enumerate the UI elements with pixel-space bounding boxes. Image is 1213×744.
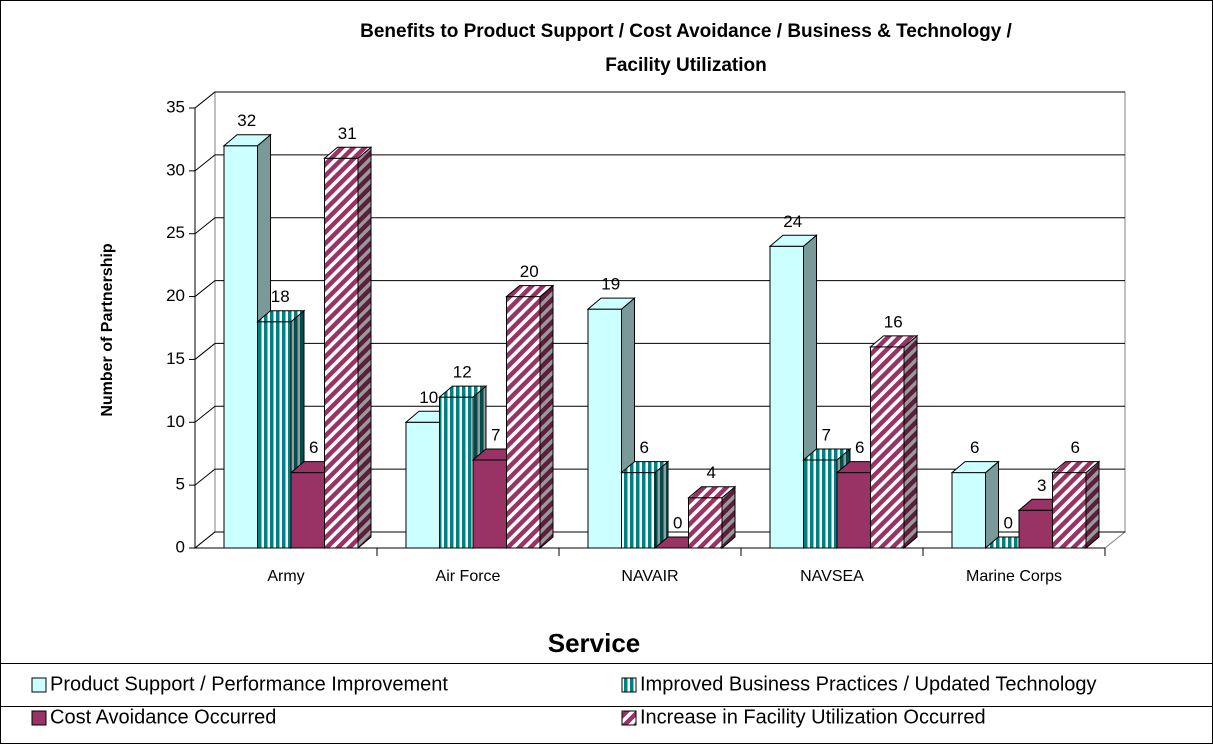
bar-top: [1051, 461, 1101, 474]
x-tick-label: Army: [267, 568, 304, 585]
bar-front: [257, 321, 292, 549]
value-label: 6: [309, 438, 318, 457]
value-label: 6: [970, 438, 979, 457]
value-label: 12: [453, 363, 472, 382]
bar-side-shade: [540, 285, 553, 548]
value-label: 7: [822, 425, 831, 444]
y-tick-label: 5: [176, 475, 185, 494]
bar-front: [688, 497, 723, 549]
bar-top: [256, 310, 306, 323]
value-label: 24: [783, 212, 802, 231]
bar: [687, 485, 737, 550]
bar-top: [687, 486, 737, 499]
bar-side-shade: [722, 486, 735, 548]
bar-front: [324, 157, 359, 549]
bar-top: [505, 285, 555, 298]
chart-title: Facility Utilization: [605, 55, 767, 76]
bar: [620, 460, 670, 550]
value-label: 0: [673, 513, 682, 532]
bar: [1051, 460, 1101, 550]
legend-swatch: [31, 710, 47, 726]
y-tick-label: 20: [166, 286, 185, 305]
bar-top: [620, 461, 670, 474]
legend-label: Product Support / Performance Improvemen…: [50, 673, 448, 695]
bar-front: [1052, 472, 1087, 549]
bar-front: [836, 472, 871, 549]
side-wall: [194, 90, 216, 550]
y-tick-label: 35: [166, 97, 185, 116]
bar-front: [621, 472, 656, 549]
value-label: 16: [884, 312, 903, 331]
bar-side-shade: [904, 335, 917, 548]
legend-label: Cost Avoidance Occurred: [50, 706, 276, 728]
y-tick-label: 30: [166, 160, 185, 179]
value-label: 0: [1004, 513, 1013, 532]
x-tick-label: NAVAIR: [621, 568, 678, 585]
bar-front: [769, 245, 804, 549]
bar: [505, 284, 555, 550]
bar-front: [439, 396, 474, 549]
bar-front: [223, 145, 258, 549]
bar-front: [870, 346, 905, 549]
y-tick-label: 25: [166, 223, 185, 242]
value-label: 10: [419, 388, 438, 407]
bar-side-shade: [358, 147, 371, 549]
legend-swatch: [31, 677, 47, 693]
legend-label: Increase in Facility Utilization Occurre…: [640, 706, 986, 728]
value-label: 7: [491, 425, 500, 444]
grid-line: [194, 342, 1125, 360]
value-label: 6: [855, 438, 864, 457]
value-label: 18: [271, 287, 290, 306]
grid-line: [194, 280, 1125, 297]
bar-top: [586, 297, 636, 310]
value-label: 19: [601, 275, 620, 294]
grid-line: [194, 91, 1125, 109]
x-tick-label: Marine Corps: [966, 568, 1062, 585]
bar-top: [869, 335, 919, 348]
legend-swatch: [621, 677, 637, 693]
y-tick-label: 0: [176, 537, 185, 556]
bar-side-shade: [1086, 461, 1099, 548]
bar-front: [803, 459, 838, 549]
x-tick-label: Air Force: [436, 568, 501, 585]
value-label: 4: [707, 463, 716, 482]
y-axis-label: Number of Partnership: [99, 243, 116, 417]
value-label: 31: [338, 124, 357, 143]
value-label: 32: [237, 111, 256, 130]
x-axis-label: Service: [548, 628, 641, 658]
bar-front: [951, 472, 986, 549]
bar-top: [323, 146, 373, 159]
bar-top: [802, 448, 852, 461]
bar-top: [438, 385, 488, 398]
bar-front: [472, 459, 507, 549]
bar-front: [405, 421, 440, 549]
grid-line: [194, 217, 1125, 235]
bar-top: [950, 461, 1000, 474]
value-label: 6: [640, 438, 649, 457]
y-tick-label: 10: [166, 412, 185, 431]
bar-side-shade: [985, 461, 999, 548]
bar-front: [290, 472, 325, 549]
bar: [869, 334, 919, 550]
legend-label: Improved Business Practices / Updated Te…: [640, 673, 1097, 695]
value-label: 6: [1071, 438, 1080, 457]
value-label: 20: [520, 262, 539, 281]
grid-line: [194, 405, 1125, 423]
y-tick-label: 15: [166, 349, 185, 368]
bar-top: [768, 234, 818, 247]
grid-line: [194, 154, 1125, 172]
value-label: 3: [1037, 476, 1046, 495]
bar-front: [1018, 509, 1053, 549]
legend-swatch: [621, 710, 637, 726]
bar-top: [222, 134, 272, 147]
bar-front: [587, 308, 622, 549]
bar-front: [506, 296, 541, 549]
chart-title: Benefits to Product Support / Cost Avoid…: [360, 21, 1012, 42]
x-tick-label: NAVSEA: [800, 568, 864, 585]
bar: [323, 146, 373, 550]
bar-side-shade: [655, 461, 668, 548]
bar: [950, 460, 1000, 550]
